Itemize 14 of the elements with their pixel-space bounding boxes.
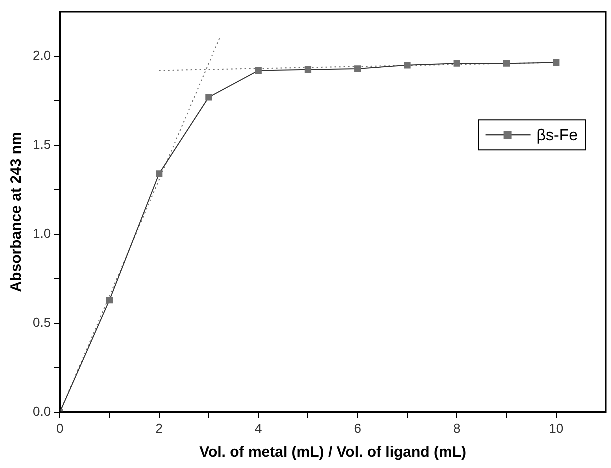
y-tick-label: 2.0 [32,48,52,64]
x-tick-label: 4 [254,420,262,436]
y-tick-label: 0.5 [32,315,52,330]
x-tick-label: 10 [549,420,564,436]
legend-label: βs-Fe [536,128,578,145]
x-tick-label: 8 [453,420,461,436]
x-axis-title: Vol. of metal (mL) / Vol. of ligand (mL) [200,444,467,462]
y-tick-label: 1.0 [32,226,52,242]
y-axis-title: Absorbance at 243 nm [8,132,26,292]
x-tick-label: 2 [156,420,163,436]
x-tick-label: 0 [56,420,64,436]
x-tick-label: 6 [354,420,362,436]
y-tick-label: 0.0 [32,404,52,419]
y-tick-label: 1.5 [32,137,52,152]
